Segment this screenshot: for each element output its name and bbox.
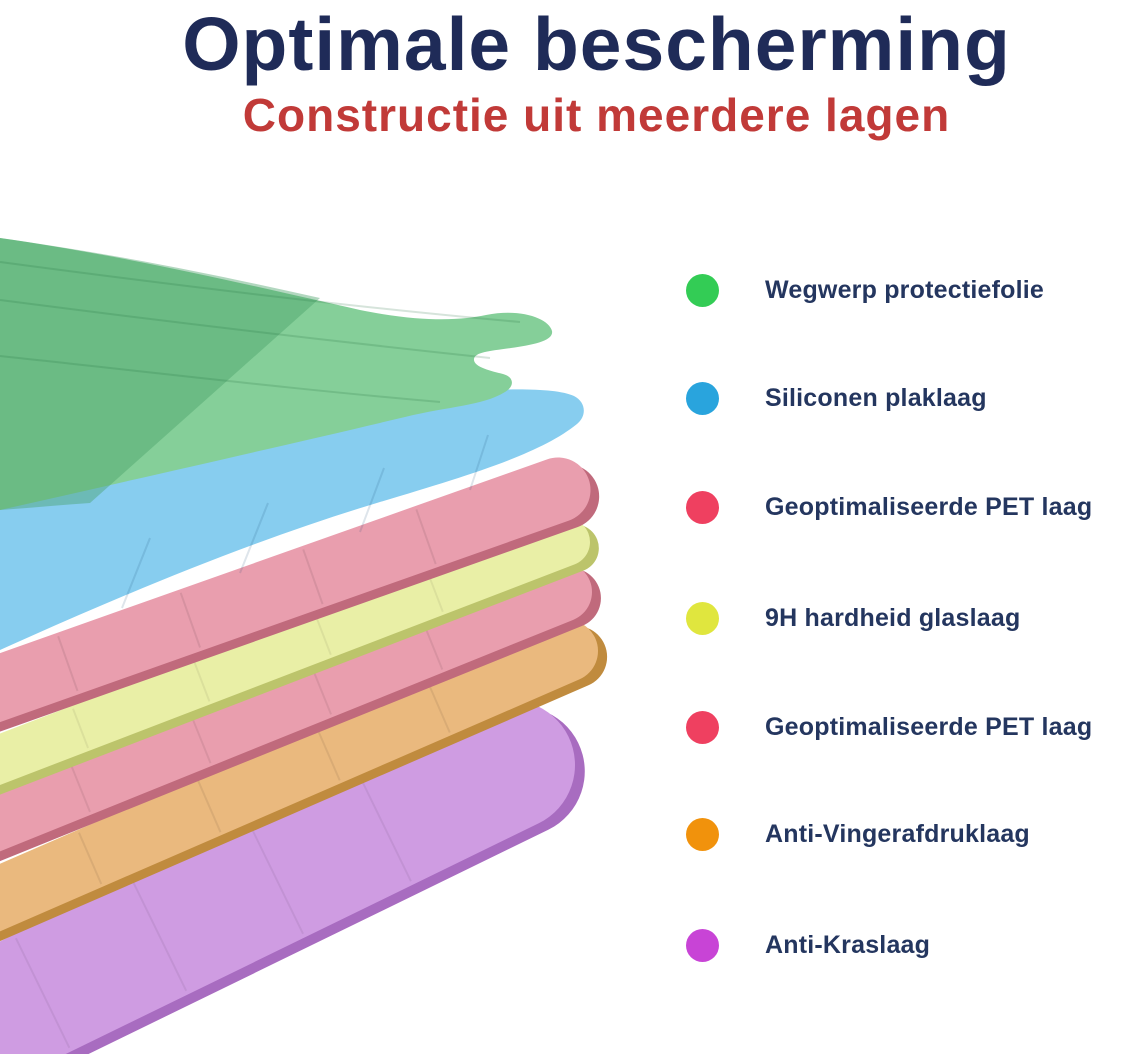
layer-face: [0, 699, 575, 1054]
layer-color-dot: [686, 601, 719, 635]
layer-face: [0, 518, 590, 1051]
layer-label: 9H hardheid glaslaag: [765, 603, 1021, 632]
legend: Wegwerp protectiefolie Siliconen plaklaa…: [686, 0, 1116, 1054]
legend-item: 9H hardheid glaslaag: [686, 586, 1020, 650]
layer-wegwerp-protectiefolie: [0, 238, 553, 510]
layer-label: Anti-Kraslaag: [765, 930, 931, 959]
header: Optimale bescherming Constructie uit mee…: [70, 0, 1123, 141]
layer-fold-shade: [0, 238, 320, 510]
legend-item: Geoptimaliseerde PET laag: [686, 475, 1092, 539]
layer-color-dot: [686, 710, 719, 744]
legend-item: Geoptimaliseerde PET laag: [686, 695, 1092, 759]
layer-face: [0, 238, 553, 510]
legend-item: Siliconen plaklaag: [686, 366, 987, 430]
layer-label: Wegwerp protectiefolie: [765, 275, 1044, 304]
legend-item: Anti-Vingerafdruklaag: [686, 802, 1030, 866]
layer-anti-kraslaag: [0, 699, 585, 1054]
layer-face: [0, 457, 591, 969]
legend-item: Wegwerp protectiefolie: [686, 258, 1044, 322]
layer-color-dot: [686, 928, 719, 962]
layer-label: Geoptimaliseerde PET laag: [765, 492, 1093, 521]
layer-label: Geoptimaliseerde PET laag: [765, 712, 1093, 741]
page-subtitle: Constructie uit meerdere lagen: [242, 89, 951, 141]
layer-label: Siliconen plaklaag: [765, 383, 987, 412]
legend-item: Anti-Kraslaag: [686, 913, 930, 977]
layer-color-dot: [686, 381, 719, 415]
layer-geoptimaliseerde-pet-laag-1: [0, 457, 600, 975]
layer-face: [0, 562, 592, 1054]
layer-color-dot: [686, 817, 719, 851]
layer-color-dot: [686, 273, 719, 307]
layer-label: Anti-Vingerafdruklaag: [765, 819, 1030, 848]
layer-color-dot: [686, 490, 719, 524]
layer-face: [0, 620, 598, 1054]
layer-anti-vingerafdruklaag: [0, 620, 608, 1054]
page-title: Optimale bescherming: [182, 2, 1011, 86]
